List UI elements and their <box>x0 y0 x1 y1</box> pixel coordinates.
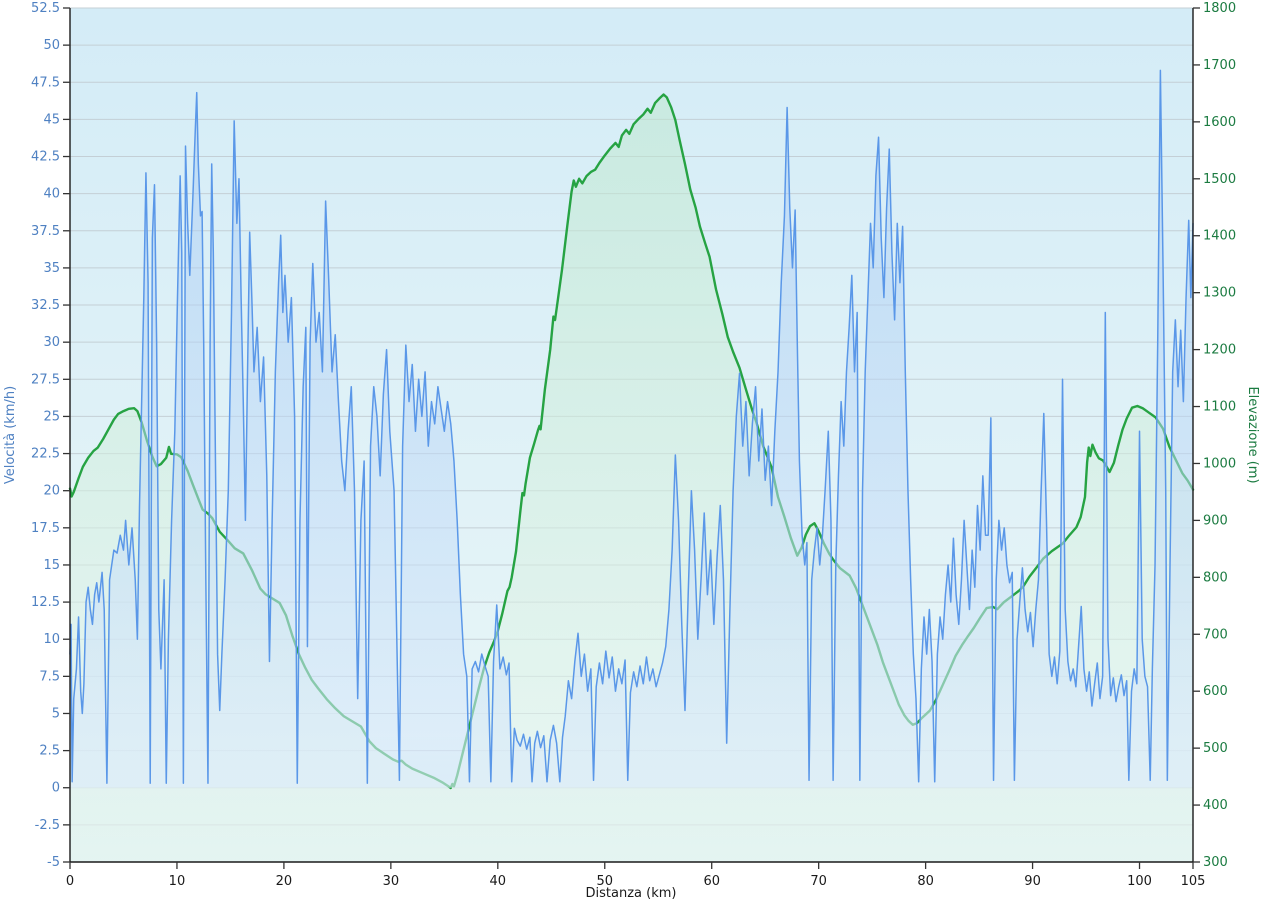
left-tick-label: 32.5 <box>31 298 60 313</box>
left-tick-label: 47.5 <box>31 75 60 90</box>
right-tick-label: 600 <box>1203 684 1228 699</box>
right-tick-label: 1100 <box>1203 400 1236 415</box>
left-tick-label: 17.5 <box>31 521 60 536</box>
right-axis-title: Elevazione (m) <box>1245 386 1260 483</box>
left-tick-label: 45 <box>43 112 60 127</box>
x-tick-label: 0 <box>66 874 74 889</box>
tick-marks <box>63 7 1200 869</box>
left-tick-label: 37.5 <box>31 224 60 239</box>
speed-area <box>70 70 1193 788</box>
right-tick-label: 1600 <box>1203 115 1236 130</box>
x-tick-label: 105 <box>1181 874 1206 889</box>
speed-series <box>69 69 1194 788</box>
left-tick-label: 7.5 <box>39 669 60 684</box>
right-tick-label: 900 <box>1203 513 1228 528</box>
left-tick-label: 12.5 <box>31 595 60 610</box>
right-tick-label: 700 <box>1203 627 1228 642</box>
x-tick-label: 50 <box>596 874 613 889</box>
left-tick-label: 52.5 <box>31 1 60 16</box>
x-tick-label: 20 <box>276 874 293 889</box>
axes <box>69 8 1194 863</box>
x-tick-label: 40 <box>490 874 507 889</box>
left-tick-label: 40 <box>43 187 60 202</box>
left-tick-label: 0 <box>52 781 60 796</box>
left-tick-label: 10 <box>43 632 60 647</box>
left-tick-label: 20 <box>43 484 60 499</box>
left-tick-label: 25 <box>43 409 60 424</box>
x-tick-label: 30 <box>383 874 400 889</box>
tick-labels: -5 -2.5 0 2.5 5 7.5 10 12.5 15 17.5 20 22.5 25 27.5 30… <box>31 1 1236 889</box>
right-tick-label: 1200 <box>1203 343 1236 358</box>
right-tick-label: 1500 <box>1203 172 1236 187</box>
elevation-area <box>70 94 1193 863</box>
left-axis-title: Velocità (km/h) <box>3 386 18 484</box>
left-tick-label: 15 <box>43 558 60 573</box>
right-tick-label: 300 <box>1203 855 1228 870</box>
x-tick-label: 80 <box>917 874 934 889</box>
right-tick-label: 1400 <box>1203 229 1236 244</box>
right-tick-label: 800 <box>1203 570 1228 585</box>
right-tick-label: 1300 <box>1203 286 1236 301</box>
left-tick-label: 35 <box>43 261 60 276</box>
x-tick-label: 60 <box>703 874 720 889</box>
right-tick-label: 500 <box>1203 741 1228 756</box>
left-tick-label: 27.5 <box>31 372 60 387</box>
x-tick-label: 70 <box>810 874 827 889</box>
x-tick-label: 90 <box>1024 874 1041 889</box>
right-tick-label: 400 <box>1203 798 1228 813</box>
left-tick-label: 2.5 <box>39 744 60 759</box>
right-tick-label: 1700 <box>1203 58 1236 73</box>
speed-line <box>69 69 1194 785</box>
left-tick-label: -2.5 <box>35 818 60 833</box>
left-tick-label: 50 <box>43 38 60 53</box>
right-tick-label: 1000 <box>1203 456 1236 471</box>
x-tick-label: 10 <box>169 874 186 889</box>
x-tick-label: 100 <box>1127 874 1152 889</box>
left-tick-label: -5 <box>47 855 60 870</box>
left-tick-label: 22.5 <box>31 447 60 462</box>
left-tick-label: 42.5 <box>31 150 60 165</box>
left-tick-label: 5 <box>52 706 60 721</box>
x-axis-title: Distanza (km) <box>586 886 677 901</box>
right-tick-label: 1800 <box>1203 1 1236 16</box>
left-tick-label: 30 <box>43 335 60 350</box>
